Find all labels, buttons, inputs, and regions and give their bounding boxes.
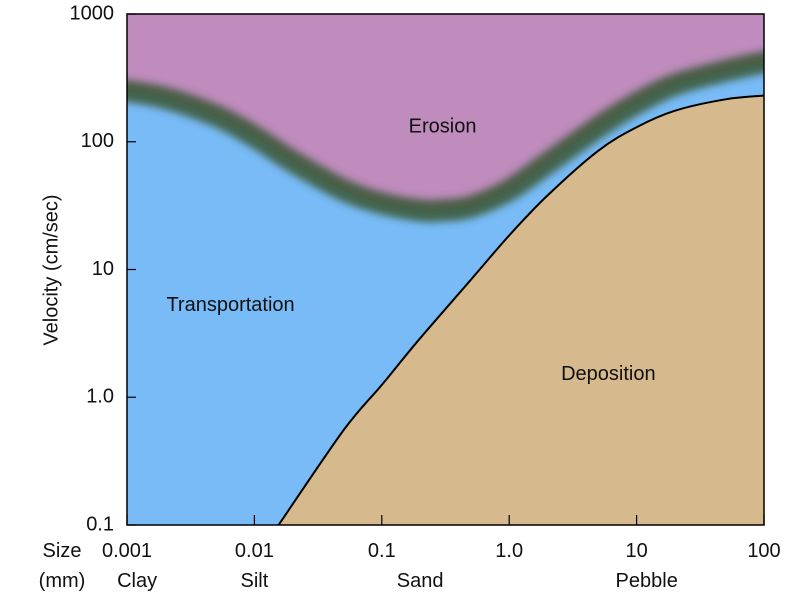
region-label-transportation: Transportation — [166, 294, 294, 316]
size-category-label: Sand — [397, 570, 444, 592]
x-tick-label: 100 — [747, 540, 780, 562]
plot-regions — [127, 14, 764, 525]
size-category-label: Pebble — [616, 570, 678, 592]
erosion-threshold-band — [127, 51, 764, 223]
y-tick-label: 0.1 — [86, 513, 114, 535]
x-tick-label: 0.1 — [368, 540, 396, 562]
x-tick-label: 1.0 — [495, 540, 523, 562]
x-tick-label: 0.001 — [102, 540, 152, 562]
size-axis-unit: (mm) — [39, 570, 86, 592]
x-tick-label: 0.01 — [235, 540, 274, 562]
y-tick-label: 100 — [81, 130, 114, 152]
erosion-region — [127, 14, 764, 212]
plot-area — [127, 14, 764, 525]
size-category-label: Silt — [241, 570, 269, 592]
x-tick-label: 10 — [625, 540, 647, 562]
region-label-deposition: Deposition — [561, 363, 656, 385]
deposition-region — [278, 95, 764, 525]
deposition-boundary-line — [277, 94, 764, 525]
y-tick-label: 10 — [92, 258, 114, 280]
y-axis-title: Velocity (cm/sec) — [40, 194, 62, 345]
y-tick-label: 1000 — [70, 2, 115, 24]
size-category-label: Clay — [117, 570, 157, 592]
labels: 0.1 1.0 10 100 1000 0.001 0.01 0.1 1.0 10 100 Size (… — [39, 2, 781, 592]
axes — [126, 13, 765, 526]
region-label-erosion: Erosion — [409, 115, 477, 137]
size-axis-label: Size — [43, 540, 82, 562]
y-tick-label: 1.0 — [86, 386, 114, 408]
